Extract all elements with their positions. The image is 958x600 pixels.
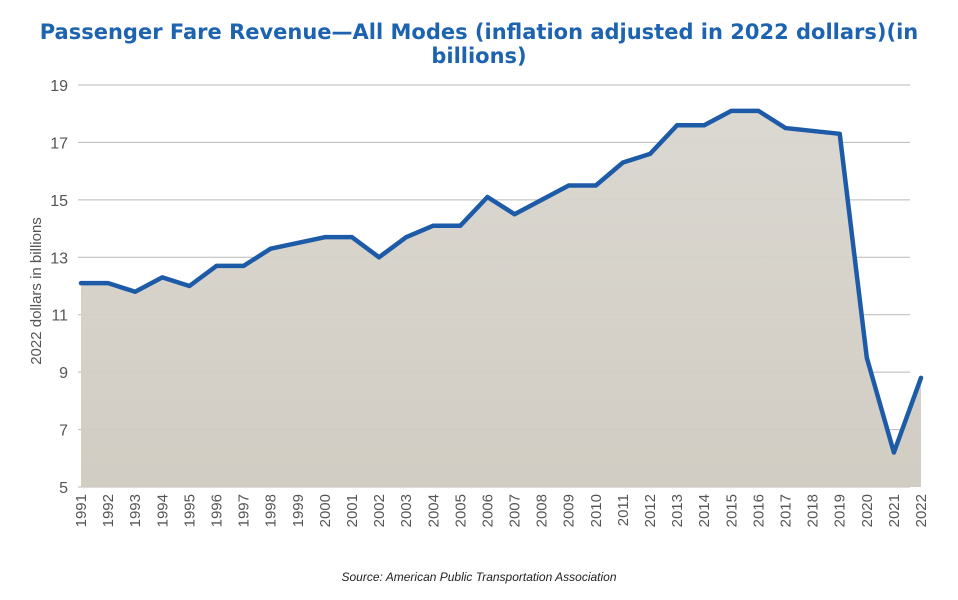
line-layer bbox=[78, 108, 924, 455]
data-point-2018 bbox=[810, 128, 815, 133]
x-tick-label: 2015 bbox=[723, 494, 740, 527]
x-tick-label: 1996 bbox=[208, 494, 225, 527]
y-tick-label: 7 bbox=[59, 423, 68, 440]
x-tick-label: 2006 bbox=[479, 494, 496, 527]
x-tick-label: 2007 bbox=[507, 494, 524, 527]
x-tick-label: 2016 bbox=[750, 494, 767, 527]
y-tick-label: 9 bbox=[59, 365, 68, 382]
area-fill-layer bbox=[81, 110, 921, 487]
data-point-2019 bbox=[837, 131, 842, 136]
data-point-2010 bbox=[593, 183, 598, 188]
x-tick-label: 1999 bbox=[290, 494, 307, 527]
x-tick-label: 2011 bbox=[615, 494, 632, 526]
data-point-2009 bbox=[566, 183, 571, 188]
x-tick-label: 2013 bbox=[669, 494, 686, 527]
x-tick-label: 1992 bbox=[100, 494, 117, 527]
data-point-1996 bbox=[214, 263, 219, 268]
y-tick-label: 19 bbox=[50, 78, 68, 95]
data-point-1995 bbox=[187, 284, 192, 288]
y-tick-label: 11 bbox=[51, 308, 68, 325]
x-tick-label: 2009 bbox=[561, 494, 578, 527]
x-tick-label: 2005 bbox=[452, 494, 469, 527]
data-point-2017 bbox=[783, 126, 788, 131]
data-point-2022 bbox=[919, 375, 923, 380]
data-point-2021 bbox=[891, 450, 896, 455]
x-tick-label: 1997 bbox=[236, 494, 253, 527]
x-tick-label: 2021 bbox=[886, 494, 903, 527]
area-fill bbox=[81, 110, 921, 487]
y-axis-ticks: 5 7 9 11 13 15 17 19 bbox=[50, 78, 68, 497]
data-point-2006 bbox=[485, 194, 490, 199]
x-tick-label: 2004 bbox=[425, 494, 442, 527]
x-tick-label: 2008 bbox=[534, 494, 551, 527]
x-axis-ticks: 1991 1992 1993 1994 1995 1996 1997 1998 1999 2000… bbox=[73, 494, 930, 527]
data-point-2004 bbox=[431, 223, 436, 228]
x-tick-label: 1991 bbox=[73, 494, 90, 527]
x-tick-label: 2002 bbox=[371, 494, 388, 527]
x-tick-label: 2014 bbox=[696, 494, 713, 527]
data-point-1999 bbox=[295, 240, 300, 245]
x-tick-label: 1994 bbox=[154, 494, 171, 527]
x-tick-label: 2010 bbox=[588, 494, 605, 527]
data-point-2007 bbox=[512, 212, 517, 217]
data-point-2016 bbox=[756, 108, 761, 113]
x-tick-label: 2001 bbox=[344, 494, 361, 527]
data-point-1994 bbox=[160, 275, 165, 280]
y-tick-label: 5 bbox=[59, 480, 68, 497]
x-tick-label: 2017 bbox=[778, 494, 795, 527]
x-tick-label: 1993 bbox=[127, 494, 144, 527]
x-tick-label: 2019 bbox=[832, 494, 849, 527]
y-tick-label: 15 bbox=[50, 193, 68, 210]
x-tick-label: 2012 bbox=[642, 494, 659, 527]
data-point-2020 bbox=[864, 355, 869, 360]
x-tick-label: 2020 bbox=[859, 494, 876, 527]
data-point-2003 bbox=[404, 235, 409, 240]
x-tick-label: 2000 bbox=[317, 494, 334, 527]
data-point-1991 bbox=[79, 281, 83, 286]
data-point-2008 bbox=[539, 197, 544, 202]
data-point-2001 bbox=[349, 235, 354, 240]
data-point-1998 bbox=[268, 246, 273, 251]
data-point-2011 bbox=[620, 160, 625, 165]
data-point-2015 bbox=[729, 108, 734, 113]
series-line bbox=[78, 108, 924, 455]
data-point-1992 bbox=[106, 281, 111, 286]
data-point-2014 bbox=[702, 123, 707, 128]
x-tick-label: 2003 bbox=[398, 494, 415, 527]
data-point-2000 bbox=[322, 235, 327, 240]
data-point-1997 bbox=[241, 263, 246, 268]
x-tick-label: 1998 bbox=[263, 494, 280, 527]
chart-title: Passenger Fare Revenue—All Modes (inflat… bbox=[39, 20, 919, 68]
y-tick-label: 17 bbox=[50, 135, 68, 152]
data-point-1993 bbox=[133, 289, 138, 294]
source-note: Source: American Public Transportation A… bbox=[341, 570, 617, 584]
y-tick-label: 13 bbox=[50, 250, 68, 267]
data-point-2002 bbox=[377, 255, 382, 260]
x-tick-label: 2018 bbox=[805, 494, 822, 527]
data-point-2012 bbox=[648, 151, 653, 156]
data-point-2005 bbox=[458, 223, 463, 228]
y-axis-label: 2022 dollars in billions bbox=[28, 217, 45, 365]
x-tick-label: 2022 bbox=[913, 494, 930, 527]
x-tick-label: 1995 bbox=[181, 494, 198, 527]
data-point-2013 bbox=[675, 123, 680, 128]
